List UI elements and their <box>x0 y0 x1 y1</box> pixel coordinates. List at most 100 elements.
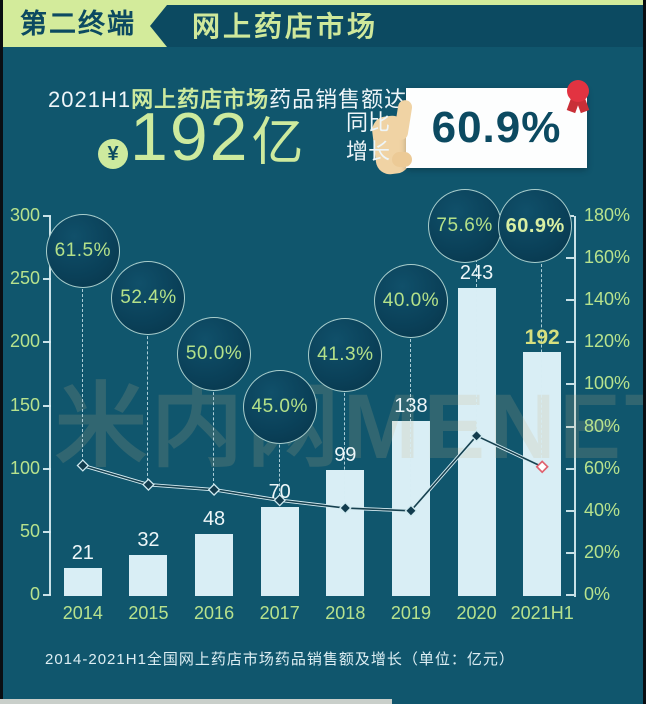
right-axis-label: 140% <box>584 289 631 310</box>
left-axis-tick <box>43 278 51 281</box>
highlight-sentence: 2021H1网上药店市场药品销售额达 <box>48 82 407 114</box>
bar-value-label: 70 <box>268 480 291 503</box>
bar-value-label: 192 <box>524 326 560 350</box>
yuan-currency-icon: ¥ <box>98 139 128 169</box>
left-border <box>0 0 3 704</box>
highlight-prefix: 2021H1 <box>48 87 132 112</box>
bar-value-label: 99 <box>334 443 357 466</box>
left-axis-label: 0 <box>29 584 40 604</box>
right-axis-tick <box>566 257 574 260</box>
x-axis-label: 2021H1 <box>510 603 574 623</box>
yoy-value: 60.9% <box>431 103 562 152</box>
medal-icon <box>567 80 589 102</box>
left-axis-label: 100 <box>9 457 40 478</box>
highlight-suffix: 药品销售额达 <box>269 87 408 112</box>
left-axis-tick <box>43 215 51 217</box>
header-strip: 第二终端 网上药店市场 <box>0 0 646 47</box>
growth-bubble: 50.0% <box>177 317 252 391</box>
x-axis-label: 2020 <box>456 603 497 623</box>
yoy-value-card: 60.9% <box>406 88 587 168</box>
right-axis-tick <box>566 383 574 386</box>
left-axis-tick <box>43 404 51 407</box>
yoy-label-line2: 增长 <box>346 139 391 164</box>
yoy-label-line1: 同比 <box>346 110 391 135</box>
sales-bar <box>63 568 102 596</box>
right-axis-label: 80% <box>584 415 621 436</box>
growth-bubble-label: 75.6% <box>436 215 493 236</box>
page-title: 网上药店市场 <box>192 11 379 42</box>
left-axis-tick <box>43 341 51 344</box>
connector-dash <box>213 382 215 486</box>
bar-value-label: 48 <box>202 508 226 531</box>
right-axis-tick <box>566 425 574 428</box>
connector-dash <box>541 254 543 463</box>
amount-value: 192 <box>130 99 250 175</box>
bar-value-label: 138 <box>394 394 428 417</box>
yoy-label: 同比 增长 <box>346 108 390 166</box>
sales-bar <box>195 534 234 596</box>
header-badge: 第二终端 <box>20 9 136 39</box>
bar-value-label: 243 <box>459 262 494 284</box>
growth-bubble: 52.4% <box>111 261 186 335</box>
right-axis-tick <box>566 467 574 470</box>
bottom-edge-strip <box>0 699 392 704</box>
growth-bubble: 61.5% <box>45 214 120 288</box>
x-axis-label: 2018 <box>325 603 366 623</box>
right-axis-label: 60% <box>584 457 621 478</box>
left-axis-tick <box>43 530 51 533</box>
left-axis-label: 150 <box>9 394 40 415</box>
growth-bubble-label: 45.0% <box>251 396 308 417</box>
growth-bubble: 40.0% <box>373 264 448 338</box>
right-axis-tick <box>566 509 574 512</box>
growth-bubble-label: 50.0% <box>185 343 243 364</box>
x-axis-label: 2019 <box>390 603 431 623</box>
sales-bar <box>260 506 299 596</box>
highlight-amount: 192 亿 <box>130 98 303 176</box>
right-axis-tick <box>566 341 574 344</box>
right-axis-label: 120% <box>584 331 631 352</box>
growth-bubble: 41.3% <box>308 318 383 392</box>
right-axis-label: 40% <box>584 499 621 520</box>
left-axis-label: 50 <box>19 520 40 541</box>
growth-bubble-label: 40.0% <box>382 290 440 311</box>
bar-value-label: 21 <box>71 542 94 565</box>
x-axis-label: 2016 <box>194 603 235 623</box>
line-marker <box>207 483 221 497</box>
right-axis-label: 20% <box>584 541 621 562</box>
left-axis-label: 200 <box>9 331 40 352</box>
sales-bar <box>129 554 168 596</box>
growth-bubble-label: 61.5% <box>54 240 111 261</box>
growth-bubble: 60.9% <box>498 189 573 263</box>
right-axis <box>574 216 576 597</box>
connector-dash <box>81 279 83 462</box>
right-axis-label: 100% <box>584 373 631 394</box>
right-axis-tick <box>566 551 574 554</box>
growth-bubble-label: 60.9% <box>505 214 565 237</box>
right-border <box>643 0 646 704</box>
growth-bubble-label: 52.4% <box>120 287 177 308</box>
left-axis-tick <box>43 467 51 470</box>
header-banner-ribbon: 网上药店市场 <box>150 5 646 47</box>
growth-bubble: 45.0% <box>242 370 317 444</box>
right-axis-label: 180% <box>584 205 631 225</box>
left-axis-label: 300 <box>9 205 40 225</box>
left-axis-tick <box>43 594 51 596</box>
growth-bubble: 75.6% <box>427 189 502 263</box>
x-axis-label: 2015 <box>128 603 169 623</box>
hand-finger-icon <box>392 152 412 167</box>
connector-dash <box>475 254 477 432</box>
chart-caption: 2014-2021H1全国网上药店市场药品销售额及增长（单位：亿元） <box>45 651 515 668</box>
sales-bar <box>326 469 365 596</box>
right-axis-tick <box>566 594 574 596</box>
amount-unit: 亿 <box>251 114 304 172</box>
x-axis-label: 2014 <box>62 603 103 623</box>
right-axis-label: 0% <box>584 584 611 604</box>
right-axis-tick <box>566 299 574 302</box>
connector-dash <box>409 329 411 507</box>
right-axis-label: 160% <box>584 247 631 268</box>
x-axis-label: 2017 <box>259 603 300 623</box>
connector-dash <box>147 326 149 481</box>
left-axis-label: 250 <box>9 268 40 289</box>
